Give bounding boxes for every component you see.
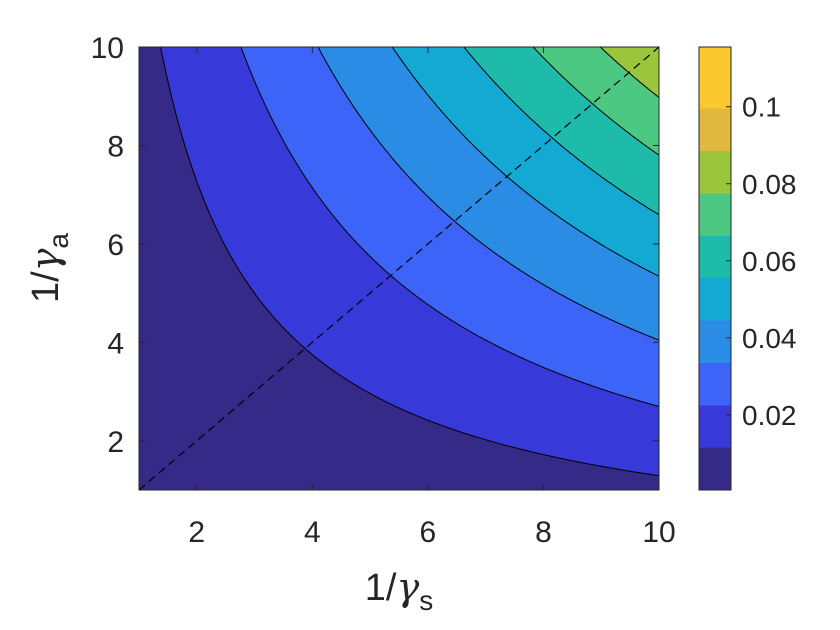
y-axis-label-prefix: 1/ [25, 271, 67, 303]
x-axis-ticks: 2 4 6 8 10 [188, 47, 676, 549]
plot-frame [138, 46, 660, 491]
x-tick-label: 2 [188, 516, 205, 549]
colorbar-tick-label: 0.1 [742, 92, 781, 123]
diagonal-reference-line [139, 47, 659, 490]
contour-lines [160, 0, 659, 477]
x-tick-label: 10 [642, 516, 675, 549]
colorbar-ticks: 0.02 0.04 0.06 0.08 0.1 [726, 92, 797, 431]
contour-line-6 [532, 47, 659, 156]
y-tick-label: 6 [107, 229, 124, 262]
colorbar-tick-label: 0.08 [742, 169, 797, 200]
x-tick-label: 4 [304, 516, 321, 549]
colorbar-tick-label: 0.06 [742, 246, 797, 277]
y-axis-label-symbol: γ [23, 248, 67, 271]
x-axis-label-symbol: γ [396, 565, 419, 609]
x-axis-label: 1/γs [365, 565, 433, 616]
contour-line-5 [463, 47, 659, 216]
contour-line-4 [391, 47, 659, 277]
y-axis-label: 1/γa [23, 233, 74, 303]
y-tick-label: 2 [107, 426, 124, 459]
x-tick-label: 8 [535, 516, 552, 549]
contour-line-2 [240, 47, 659, 407]
y-tick-label: 10 [91, 32, 124, 65]
y-axis-label-subscript: a [43, 233, 74, 249]
y-axis-ticks: 2 4 6 8 10 [91, 32, 659, 459]
colorbar [698, 46, 732, 491]
x-tick-label: 6 [420, 516, 437, 549]
y-tick-label: 8 [107, 130, 124, 163]
x-axis-label-prefix: 1/ [365, 567, 397, 609]
contour-line-3 [317, 47, 659, 341]
contour-line-1 [160, 47, 659, 477]
x-axis-label-subscript: s [419, 585, 433, 616]
y-tick-label: 4 [107, 327, 124, 360]
contour-line-8 [529, 0, 659, 41]
colorbar-tick-label: 0.04 [742, 323, 797, 354]
colorbar-tick-label: 0.02 [742, 400, 797, 431]
